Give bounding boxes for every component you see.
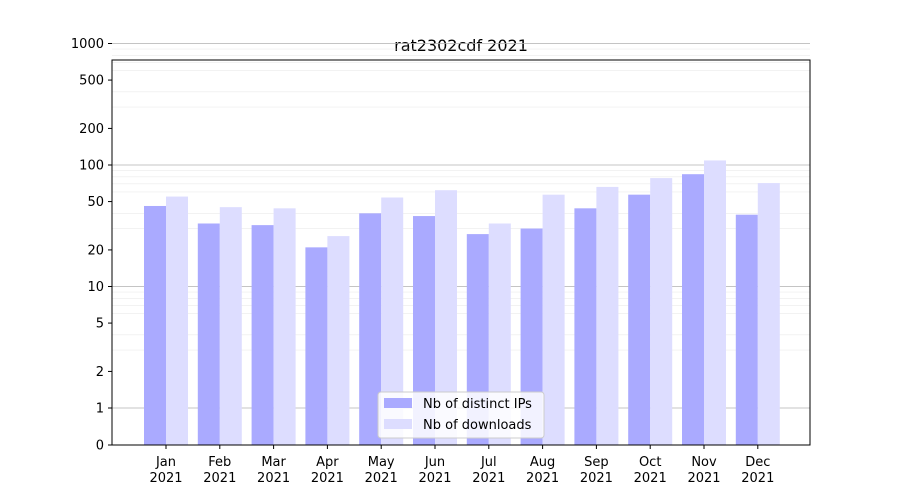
x-tick-label-year: 2021: [580, 471, 613, 486]
bar-distinct-ips: [144, 205, 166, 445]
bar-distinct-ips: [628, 194, 651, 445]
chart-title: rat2302cdf 2021: [394, 36, 528, 55]
bar-downloads: [596, 186, 619, 445]
bar-distinct-ips: [251, 225, 274, 445]
bar-downloads: [488, 223, 511, 445]
bar-distinct-ips: [359, 213, 382, 445]
x-tick-label-month: Jul: [480, 455, 497, 470]
x-tick-label-year: 2021: [687, 471, 720, 486]
legend-box: [377, 391, 545, 439]
bar-downloads: [542, 194, 565, 445]
legend-label-distinct-ips: Nb of distinct IPs: [423, 397, 532, 412]
bar-downloads: [327, 236, 350, 445]
x-tick-label-year: 2021: [741, 471, 774, 486]
x-tick-label-month: Apr: [316, 455, 339, 470]
bar-distinct-ips: [574, 208, 597, 445]
x-tick-label-month: Dec: [745, 455, 770, 470]
bar-downloads: [166, 196, 188, 445]
plot-frame: [111, 59, 811, 446]
x-tick-label-year: 2021: [257, 471, 290, 486]
x-tick-label-month: Feb: [208, 455, 231, 470]
bar-distinct-ips: [197, 223, 220, 445]
y-tick-label: 5: [96, 317, 104, 332]
bar-distinct-ips: [520, 228, 543, 445]
legend-swatch-distinct-ips: [384, 398, 412, 408]
bar-downloads: [650, 178, 673, 445]
legend-label-downloads: Nb of downloads: [423, 418, 532, 433]
legend: Nb of distinct IPs Nb of downloads: [377, 391, 545, 439]
y-tick-label: 2: [96, 365, 104, 380]
x-tick-label-month: Jan: [155, 455, 176, 470]
x-tick-label-year: 2021: [634, 471, 667, 486]
y-axis: 0 1 2 5 10 20 50 100 200 500 1000: [71, 37, 112, 454]
x-tick-label-year: 2021: [365, 471, 398, 486]
y-tick-label: 20: [87, 243, 104, 258]
y-tick-label: 500: [79, 74, 104, 89]
x-tick-label-month: Jun: [424, 455, 445, 470]
bar-downloads: [381, 197, 404, 445]
x-tick-label-year: 2021: [526, 471, 559, 486]
x-tick-label-year: 2021: [418, 471, 451, 486]
x-tick-label-year: 2021: [149, 471, 182, 486]
x-tick-label-year: 2021: [472, 471, 505, 486]
y-tick-label: 10: [87, 280, 104, 295]
x-tick-label-year: 2021: [311, 471, 344, 486]
x-axis: Jan2021Feb2021Mar2021Apr2021May2021Jun20…: [149, 445, 774, 486]
y-tick-label: 50: [87, 195, 104, 210]
bar-distinct-ips: [735, 214, 758, 445]
x-tick-label-month: Mar: [261, 455, 286, 470]
y-tick-label: 1: [96, 402, 104, 417]
bar-distinct-ips: [305, 247, 328, 445]
bar-distinct-ips: [682, 174, 704, 445]
bar-downloads: [273, 208, 296, 445]
bar-downloads: [435, 190, 457, 445]
y-tick-label: 0: [96, 439, 104, 454]
x-tick-label-month: Oct: [639, 455, 661, 470]
y-tick-label: 100: [79, 159, 104, 174]
bar-downloads: [704, 160, 726, 445]
bar-downloads: [757, 183, 780, 445]
x-tick-label-month: Nov: [691, 455, 717, 470]
x-tick-label-month: May: [368, 455, 395, 470]
x-tick-label-month: Aug: [530, 455, 555, 470]
bars: [144, 160, 780, 445]
bar-distinct-ips: [413, 216, 435, 445]
x-tick-label-month: Sep: [584, 455, 609, 470]
y-tick-label: 200: [79, 122, 104, 137]
y-tick-label: 1000: [71, 37, 104, 52]
bar-downloads: [219, 207, 242, 445]
legend-swatch-downloads: [384, 419, 412, 429]
x-tick-label-year: 2021: [203, 471, 236, 486]
